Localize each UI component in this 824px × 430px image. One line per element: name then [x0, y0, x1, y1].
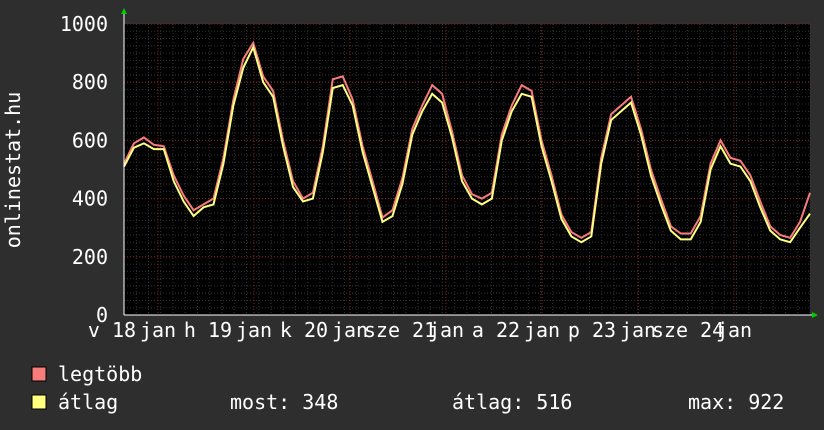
legend-label: átlag: [58, 390, 118, 414]
x-tick-label: h 19: [184, 318, 232, 342]
x-tick-label: v 18: [88, 318, 136, 342]
stat: most: 348: [230, 390, 338, 414]
y-tick-label: 400: [72, 187, 108, 211]
x-tick-label: a 22: [472, 318, 520, 342]
x-tick-label: jan: [428, 318, 464, 342]
x-tick-label: p 23: [568, 318, 616, 342]
x-tick-label: sze 21: [364, 318, 436, 342]
x-tick-label: jan: [524, 318, 560, 342]
y-tick-label: 600: [72, 128, 108, 152]
stat: átlag: 516: [452, 390, 572, 414]
y-tick-label: 200: [72, 245, 108, 269]
x-tick-label: jan: [140, 318, 176, 342]
x-tick-label: jan: [236, 318, 272, 342]
x-tick-label: jan: [332, 318, 368, 342]
y-tick-label: 0: [96, 303, 108, 327]
legend-swatch: [31, 394, 47, 410]
x-tick-label: k 20: [280, 318, 328, 342]
series-line: [123, 44, 811, 244]
x-tick-label: sze 24: [652, 318, 724, 342]
stat: max: 922: [688, 390, 784, 414]
legend-swatch: [31, 366, 47, 382]
series-line: [123, 40, 811, 240]
arrow: [812, 312, 818, 318]
y-tick-label: 1000: [60, 12, 108, 36]
x-tick-label: jan: [620, 318, 656, 342]
arrow: [121, 8, 127, 14]
y-tick-label: 800: [72, 70, 108, 94]
y-axis-label: onlinestat.hu: [1, 92, 25, 249]
legend-label: legtöbb: [58, 362, 142, 386]
x-tick-label: jan: [716, 318, 752, 342]
